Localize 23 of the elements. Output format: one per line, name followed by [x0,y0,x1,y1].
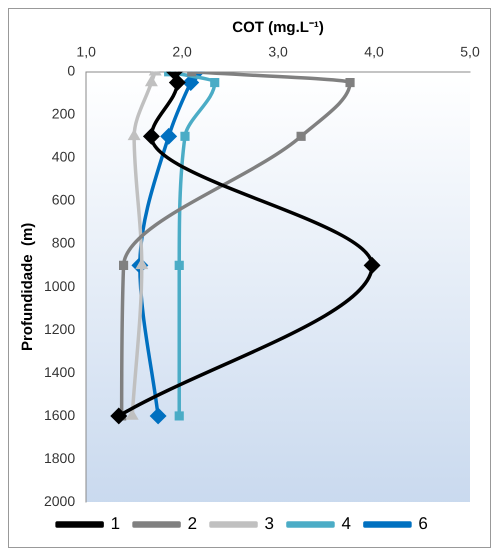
legend-label: 4 [341,514,351,534]
legend-label: 2 [188,514,198,534]
y-tick-label: 1800 [44,450,76,466]
y-tick-label: 1600 [44,406,76,423]
legend-label: 1 [110,514,120,534]
y-tick-label: 1200 [44,320,76,337]
y-axis-title: Profundidade (m) [19,222,36,352]
y-tick-label: 200 [52,106,76,122]
y-tick-label: 800 [52,234,76,251]
y-tick-label: 400 [52,148,76,165]
x-tick-label: 1,0 [76,43,96,60]
y-tick-label: 1000 [44,278,76,294]
legend-label: 6 [418,514,428,534]
y-tick-label: 2000 [44,492,76,509]
x-axis-title: COT (mg.L⁻¹) [232,19,324,36]
y-tick-label: 1400 [44,364,76,380]
x-tick-label: 4,0 [364,43,384,60]
x-tick-label: 2,0 [172,43,192,60]
y-tick-label: 0 [67,62,76,79]
y-tick-label: 600 [52,192,76,208]
x-tick-label: 3,0 [268,43,288,60]
legend-label: 3 [264,514,274,534]
x-tick-label: 5,0 [460,43,480,60]
